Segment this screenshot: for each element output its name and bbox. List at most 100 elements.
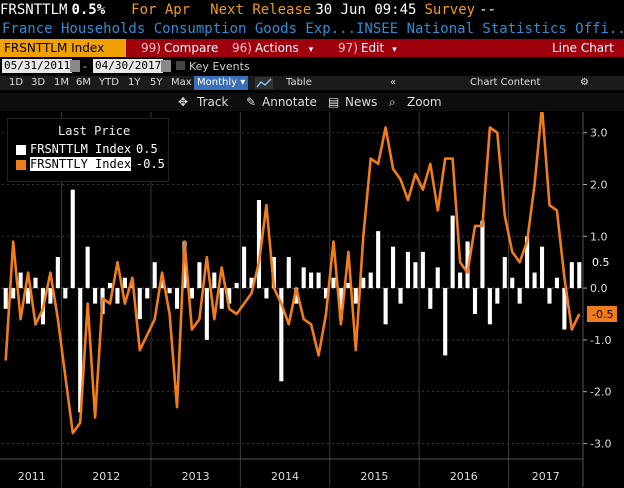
x-tick-label: 2014 <box>271 470 299 483</box>
bar <box>85 246 90 289</box>
bar <box>145 288 150 299</box>
y-tick-label: 2.0 <box>590 179 608 192</box>
calendar-icon[interactable] <box>70 60 80 72</box>
x-tick-label: 2017 <box>532 470 560 483</box>
chart-type-button[interactable]: Line Chart <box>552 41 614 55</box>
bar <box>405 251 411 289</box>
annotate-button[interactable]: Annotate <box>262 95 317 109</box>
bar <box>323 288 329 299</box>
last-value-marker-box <box>587 254 617 271</box>
bar <box>70 189 75 289</box>
track-button[interactable]: Track <box>197 95 229 109</box>
x-axis: 2011 2012 2013 2014 2015 2016 2017 <box>0 458 583 483</box>
zoom-icon: ⌕ <box>389 95 396 109</box>
bar <box>391 246 396 289</box>
start-date-input[interactable]: 05/31/2011 <box>2 59 73 73</box>
chart-content-button[interactable]: Chart Content <box>470 77 541 88</box>
x-tick-label: 2012 <box>92 470 120 483</box>
bar <box>346 282 351 289</box>
legend-value: 0.5 <box>136 142 158 156</box>
bar <box>532 272 537 289</box>
bar <box>189 288 194 299</box>
period-5y[interactable]: 5Y <box>150 77 163 88</box>
chevron-down-icon: ▾ <box>392 45 397 55</box>
frequency-select[interactable]: Monthly ▾ <box>194 76 249 90</box>
bar <box>219 288 224 309</box>
news-icon: ▤ <box>328 95 340 109</box>
legend-value: -0.5 <box>136 157 165 171</box>
line-series <box>4 112 581 435</box>
bar <box>286 257 291 289</box>
period-max[interactable]: Max <box>171 77 192 88</box>
calendar-icon[interactable] <box>161 60 171 72</box>
zoom-button[interactable]: Zoom <box>407 95 442 109</box>
date-separator: - <box>83 60 87 73</box>
bar <box>122 277 127 289</box>
bar <box>443 288 448 356</box>
bar <box>338 288 343 320</box>
bar <box>167 288 172 294</box>
bar <box>93 288 98 304</box>
chart-toolbar: FRSNTTLM Index 99) Compare 96) Actions ▾ 97… <box>0 39 624 57</box>
bar <box>554 277 559 289</box>
end-date-input[interactable]: 04/30/2017 <box>93 59 164 73</box>
period-label: For Apr <box>131 2 191 18</box>
bar <box>495 288 500 304</box>
key-events-checkbox[interactable] <box>176 61 185 70</box>
table-button[interactable]: Table <box>286 77 312 88</box>
period-1m[interactable]: 1M <box>54 77 69 88</box>
bar <box>160 277 165 289</box>
period-3d[interactable]: 3D <box>31 77 46 88</box>
y-tick-label: -1.0 <box>590 334 611 347</box>
bar <box>577 262 582 289</box>
gear-icon[interactable]: ⚙ <box>580 77 589 88</box>
chevron-down-icon: ▾ <box>308 45 314 55</box>
last-value: 0.5% <box>71 2 106 18</box>
next-release-label: Next Release <box>210 2 312 18</box>
compare-button[interactable]: 99) Compare <box>141 39 218 57</box>
news-button[interactable]: News <box>345 95 378 109</box>
legend-swatch <box>16 160 26 170</box>
bar <box>26 288 31 304</box>
y-tick-label: -2.0 <box>590 386 611 399</box>
chart-area[interactable]: 3.02.01.00.0-1.0-2.0-3.00.5-0.5 2011 2012… <box>0 112 624 488</box>
survey-value: -- <box>479 2 496 18</box>
period-6m[interactable]: 6M <box>76 77 91 88</box>
legend: Last Price FRSNTTLM Index 0.5 FRSNTTLY I… <box>7 118 169 182</box>
line-chart-icon[interactable] <box>255 77 273 89</box>
ticker: FRSNTTLM <box>0 2 68 18</box>
bar <box>279 288 284 382</box>
edit-button[interactable]: 97) Edit ▾ <box>338 39 397 57</box>
bar <box>450 215 455 289</box>
bar <box>256 200 262 289</box>
collapse-icon[interactable]: « <box>390 77 397 88</box>
actions-button[interactable]: 96) Actions ▾ <box>232 39 313 57</box>
bar <box>569 262 574 289</box>
bar <box>234 282 239 289</box>
compare-label: Compare <box>163 41 219 55</box>
bar <box>331 277 336 289</box>
legend-swatch <box>16 145 26 155</box>
chart-tools-bar: ✥ Track ✎ Annotate ▤ News ⌕ Zoom <box>0 93 624 111</box>
series-line <box>4 112 581 435</box>
last-value-marker: 0.5 <box>587 254 617 271</box>
period-1y[interactable]: 1Y <box>128 77 141 88</box>
period-ytd[interactable]: YTD <box>99 77 119 88</box>
next-release-time: 30 Jun 09:45 <box>315 2 417 18</box>
bar <box>33 277 38 289</box>
bar <box>480 220 485 289</box>
y-tick-label: 1.0 <box>590 230 608 243</box>
bar <box>3 288 8 309</box>
security-field[interactable]: FRSNTTLM Index <box>0 39 126 57</box>
bar <box>376 231 381 289</box>
bar <box>428 288 433 309</box>
period-1d[interactable]: 1D <box>9 77 24 88</box>
pencil-icon: ✎ <box>246 95 257 109</box>
bar <box>353 288 358 304</box>
last-value-marker-box <box>587 305 617 322</box>
last-value-marker: -0.5 <box>587 305 617 322</box>
survey-label: Survey <box>424 2 476 18</box>
bar <box>78 288 83 413</box>
frequency-label: Monthly <box>197 77 238 88</box>
actions-shortcut: 96) <box>232 41 252 55</box>
